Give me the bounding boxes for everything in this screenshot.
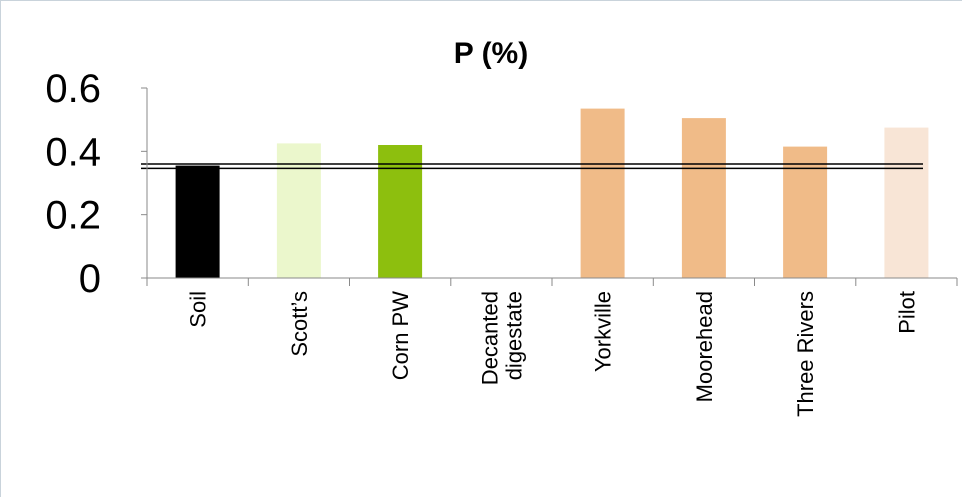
bar-4 — [580, 108, 625, 278]
x-tick-label-6: Three Rivers — [793, 291, 818, 417]
x-tick-label-4: Yorkville — [591, 291, 616, 372]
bar-2 — [378, 145, 423, 278]
y-tick-label-3: 0.6 — [45, 67, 101, 111]
bar-6 — [783, 146, 828, 278]
bar-0 — [175, 165, 220, 278]
chart-title: P (%) — [454, 37, 528, 70]
bar-1 — [276, 143, 321, 278]
bar-7 — [884, 127, 929, 278]
x-tick-label-2: Corn PW — [388, 291, 413, 380]
x-tick-label-7: Pilot — [894, 291, 919, 334]
x-tick-label-3-line-0: Decanted — [477, 291, 502, 385]
x-tick-label-1: Scott’s — [287, 291, 312, 357]
y-tick-label-0: 0 — [79, 257, 101, 301]
x-tick-label-5: Moorehead — [692, 291, 717, 402]
y-tick-label-1: 0.2 — [45, 194, 101, 238]
x-tick-label-3-line-1: digestate — [501, 291, 526, 380]
x-tick-label-0: Soil — [186, 291, 211, 328]
bar-5 — [681, 118, 726, 278]
y-tick-label-2: 0.4 — [45, 130, 101, 174]
